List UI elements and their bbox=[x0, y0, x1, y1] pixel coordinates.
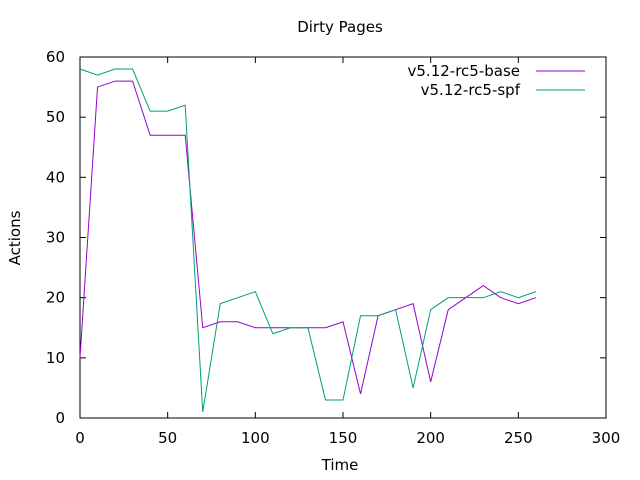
y-tick-label: 10 bbox=[46, 349, 65, 367]
chart-title: Dirty Pages bbox=[297, 18, 383, 36]
y-tick-label: 40 bbox=[46, 168, 65, 186]
y-tick-label: 60 bbox=[46, 48, 65, 66]
x-tick-label: 100 bbox=[241, 429, 270, 447]
legend-label-1: v5.12-rc5-base bbox=[408, 62, 521, 80]
x-tick-label: 300 bbox=[592, 429, 621, 447]
legend-label-2: v5.12-rc5-spf bbox=[421, 81, 521, 99]
x-tick-label: 200 bbox=[416, 429, 445, 447]
axis-ticks: 0 50 100 150 200 250 300 0 10 20 30 40 50 60 bbox=[46, 48, 620, 447]
series-line-1 bbox=[79, 80, 537, 395]
x-axis-label: Time bbox=[321, 456, 359, 474]
y-tick-label: 30 bbox=[46, 229, 65, 247]
y-tick-label: 20 bbox=[46, 289, 65, 307]
series-group bbox=[79, 68, 537, 413]
y-tick-label: 0 bbox=[55, 409, 65, 427]
y-axis-label: Actions bbox=[6, 210, 24, 265]
series-line-2 bbox=[79, 68, 537, 413]
x-tick-label: 0 bbox=[75, 429, 85, 447]
x-tick-label: 150 bbox=[329, 429, 358, 447]
x-tick-label: 250 bbox=[504, 429, 533, 447]
y-tick-label: 50 bbox=[46, 108, 65, 126]
x-tick-label: 50 bbox=[158, 429, 177, 447]
